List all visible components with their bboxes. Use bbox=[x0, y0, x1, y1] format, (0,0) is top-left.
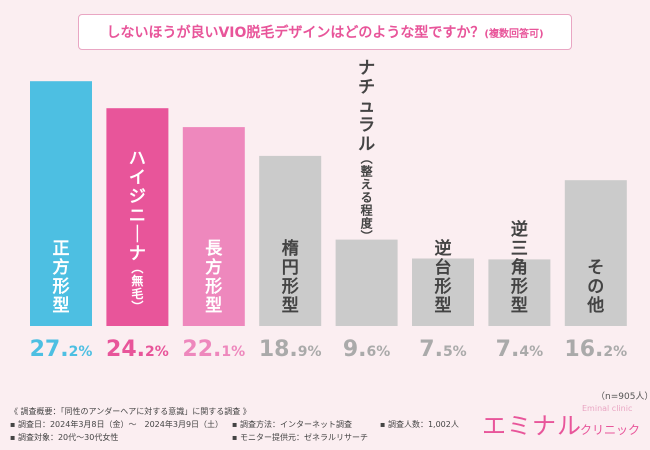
svg-text:る: る bbox=[361, 191, 373, 205]
value-label-7: 7.4% bbox=[496, 337, 543, 362]
svg-text:他: 他 bbox=[586, 295, 604, 316]
svg-text:型: 型 bbox=[205, 295, 222, 316]
svg-text:形: 形 bbox=[282, 276, 299, 297]
bar-8 bbox=[564, 180, 627, 326]
svg-text:程: 程 bbox=[361, 203, 373, 218]
svg-text:度: 度 bbox=[361, 216, 374, 231]
svg-text:毛: 毛 bbox=[131, 286, 143, 301]
category-label-8: その他 bbox=[586, 258, 604, 316]
svg-text:形: 形 bbox=[205, 276, 222, 297]
value-label-2: 24.2% bbox=[106, 337, 169, 362]
svg-text:型: 型 bbox=[282, 295, 299, 316]
svg-text:角: 角 bbox=[511, 257, 528, 278]
svg-text:︵: ︵ bbox=[360, 152, 374, 166]
svg-text:チ: チ bbox=[358, 78, 375, 98]
survey-method: ▪ 調査方法：インターネット調査 bbox=[232, 420, 352, 429]
chart-title: しないほうが良いVIO脱毛デザインはどのような型ですか？ bbox=[106, 25, 485, 41]
svg-text:楕: 楕 bbox=[282, 238, 299, 259]
svg-text:︶: ︶ bbox=[360, 229, 374, 244]
svg-text:え: え bbox=[361, 178, 373, 192]
svg-text:ュ: ュ bbox=[358, 97, 375, 117]
value-label-3: 22.1% bbox=[182, 337, 245, 362]
logo-main-text: エミナル bbox=[482, 412, 582, 440]
survey-overview: 《 調査概要：「同性のアンダーヘアに対する意識」に関する調査 》 bbox=[10, 407, 251, 416]
svg-text:正: 正 bbox=[53, 239, 70, 259]
svg-text:三: 三 bbox=[511, 239, 528, 259]
bar-6 bbox=[412, 258, 474, 326]
svg-text:型: 型 bbox=[435, 295, 452, 316]
svg-text:整: 整 bbox=[360, 164, 373, 179]
svg-text:型: 型 bbox=[511, 295, 528, 316]
svg-text:方: 方 bbox=[53, 257, 70, 278]
svg-text:円: 円 bbox=[282, 258, 299, 278]
value-label-1: 27.2% bbox=[30, 337, 93, 362]
value-label-5: 9.6% bbox=[343, 337, 390, 362]
svg-text:長: 長 bbox=[205, 239, 223, 259]
survey-date: ▪ 調査日：2024年3月8日（金）〜 2024年3月9日（土） bbox=[10, 420, 224, 429]
bar-4 bbox=[259, 155, 322, 326]
svg-text:そ: そ bbox=[587, 258, 604, 278]
svg-text:形: 形 bbox=[53, 276, 70, 297]
survey-count: ▪ 調査人数：1,002人 bbox=[380, 420, 459, 429]
bar-3 bbox=[182, 127, 245, 326]
svg-text:ハ: ハ bbox=[129, 149, 146, 169]
svg-text:︶: ︶ bbox=[130, 299, 144, 314]
svg-text:逆: 逆 bbox=[435, 238, 452, 259]
svg-text:ナ: ナ bbox=[129, 244, 146, 264]
svg-text:イ: イ bbox=[129, 168, 146, 188]
eminal-clinic-logo: エミナル Eminal clinic クリニック bbox=[482, 404, 650, 444]
svg-text:台: 台 bbox=[435, 257, 452, 278]
svg-text:逆: 逆 bbox=[511, 219, 528, 240]
logo-sub-text: クリニック bbox=[580, 423, 641, 437]
svg-text:無: 無 bbox=[131, 273, 143, 288]
chart-title-note: (複数回答可) bbox=[484, 28, 544, 40]
survey-provider: ▪ モニター提供元：ゼネラルリサーチ bbox=[232, 433, 368, 442]
bar-7 bbox=[488, 259, 551, 326]
svg-text:形: 形 bbox=[435, 276, 452, 297]
chart-title-box: しないほうが良いVIO脱毛デザインはどのような型ですか？ (複数回答可) bbox=[78, 14, 572, 50]
value-label-8: 16.2% bbox=[564, 337, 627, 362]
svg-text:ラ: ラ bbox=[358, 116, 375, 136]
svg-text:ナ: ナ bbox=[358, 59, 375, 79]
logo-small-text: Eminal clinic bbox=[582, 404, 633, 413]
bar-5 bbox=[335, 239, 398, 326]
bar-2 bbox=[106, 108, 169, 326]
svg-text:形: 形 bbox=[511, 276, 528, 297]
bar-1 bbox=[30, 81, 92, 326]
svg-text:ニ: ニ bbox=[129, 206, 146, 226]
svg-text:ジ: ジ bbox=[129, 187, 146, 207]
svg-text:型: 型 bbox=[53, 295, 70, 316]
svg-text:の: の bbox=[587, 277, 604, 297]
svg-text:ル: ル bbox=[358, 135, 375, 155]
value-label-6: 7.5% bbox=[419, 337, 466, 362]
svg-text:︵: ︵ bbox=[130, 261, 144, 275]
survey-target: ▪ 調査対象：20代〜30代女性 bbox=[10, 433, 119, 442]
svg-text:｜: ｜ bbox=[129, 224, 146, 245]
value-label-4: 18.9% bbox=[259, 337, 322, 362]
sample-size-note: （n=905人） bbox=[596, 392, 650, 402]
svg-text:方: 方 bbox=[205, 257, 222, 278]
